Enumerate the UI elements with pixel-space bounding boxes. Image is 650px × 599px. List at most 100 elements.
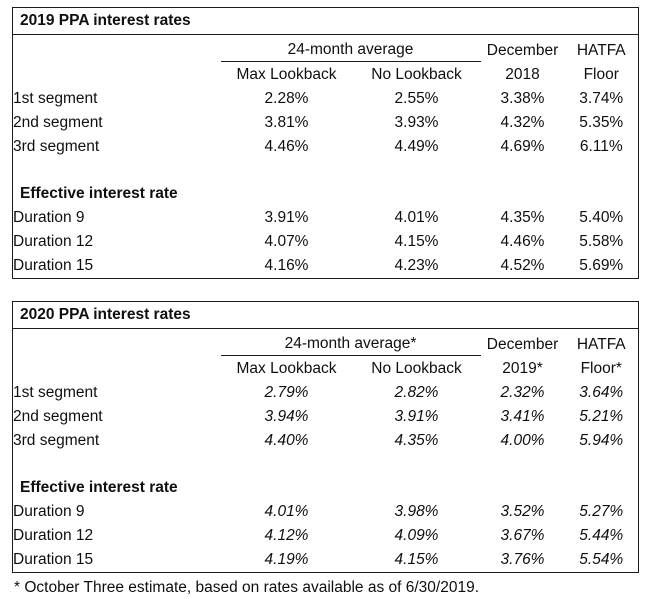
rate-value: 4.19% <box>264 551 309 568</box>
rate-value: 3.98% <box>394 503 439 520</box>
rate-value: 4.12% <box>264 527 309 544</box>
rate-value: 5.44% <box>579 527 624 544</box>
table-row: Duration 9 3.91% 4.01% 4.35% 5.40% <box>13 206 639 230</box>
table-row: Duration 15 4.19% 4.15% 3.76% 5.54% <box>13 548 639 573</box>
table-row: 3rd segment 4.40% 4.35% 4.00% 5.94% <box>13 429 639 453</box>
column-header-december: December <box>486 335 559 353</box>
rate-value: 5.94% <box>579 432 624 449</box>
rate-value: 4.01% <box>264 503 309 520</box>
rate-value: 4.35% <box>500 209 545 226</box>
empty-cell <box>13 356 221 382</box>
rate-value: 3.38% <box>500 90 545 107</box>
spacer-row <box>13 159 639 182</box>
rate-value: 5.58% <box>579 233 624 250</box>
rate-value: 5.54% <box>579 551 624 568</box>
table-title-row: 2020 PPA interest rates <box>12 301 639 329</box>
rate-value: 4.49% <box>394 138 439 155</box>
empty-cell <box>13 62 221 88</box>
empty-cell <box>13 35 221 62</box>
rate-value: 2.32% <box>500 384 545 401</box>
rate-value: 4.16% <box>264 257 309 274</box>
table-row: 1st segment 2.28% 2.55% 3.38% 3.74% <box>13 87 639 111</box>
rate-value: 5.21% <box>579 408 624 425</box>
table-row: Duration 12 4.12% 4.09% 3.67% 5.44% <box>13 524 639 548</box>
rate-value: 4.09% <box>394 527 439 544</box>
column-header-hatfa: HATFA <box>576 335 626 353</box>
section-header: Effective interest rate <box>20 185 178 202</box>
column-header-no-lookback: No Lookback <box>371 66 462 83</box>
rate-value: 4.15% <box>394 233 439 250</box>
table-row: Duration 15 4.16% 4.23% 4.52% 5.69% <box>13 254 639 279</box>
column-header-floor: Floor <box>583 65 619 83</box>
row-label: Duration 12 <box>13 527 94 544</box>
table-title: 2019 PPA interest rates <box>12 7 639 35</box>
empty-cell <box>13 329 221 356</box>
rate-value: 2.82% <box>394 384 439 401</box>
rate-value: 4.32% <box>500 114 545 131</box>
row-label: 1st segment <box>13 384 98 401</box>
rate-value: 3.91% <box>394 408 439 425</box>
rate-value: 4.46% <box>500 233 545 250</box>
table-row: 3rd segment 4.46% 4.49% 4.69% 6.11% <box>13 135 639 159</box>
rate-value: 4.46% <box>264 138 309 155</box>
rate-value: 2.28% <box>264 90 309 107</box>
column-header-year: 2018 <box>505 65 540 83</box>
group-header-row: 24-month average* December HATFA <box>13 328 639 356</box>
rate-value: 3.64% <box>579 384 624 401</box>
table-row: Duration 9 4.01% 3.98% 3.52% 5.27% <box>13 500 639 524</box>
table-row: 2nd segment 3.94% 3.91% 3.41% 5.21% <box>13 405 639 429</box>
rate-value: 3.93% <box>394 114 439 131</box>
rate-value: 4.52% <box>500 257 545 274</box>
section-header-row: Effective interest rate <box>13 476 639 500</box>
rate-value: 5.27% <box>579 503 624 520</box>
row-label: Duration 9 <box>13 503 85 520</box>
ppa-table-2020: 2020 PPA interest rates 24-month average… <box>12 301 639 573</box>
row-label: 2nd segment <box>13 114 103 131</box>
row-label: 3rd segment <box>13 432 100 449</box>
group-header-24-month: 24-month average* <box>220 328 481 356</box>
column-header-year: 2019* <box>502 359 543 377</box>
table-title-row: 2019 PPA interest rates <box>12 7 639 35</box>
row-label: Duration 15 <box>13 551 94 568</box>
section-header: Effective interest rate <box>20 479 178 496</box>
rate-value: 3.52% <box>500 503 545 520</box>
rate-value: 4.15% <box>394 551 439 568</box>
sub-header-row: Max Lookback No Lookback 2018 Floor <box>13 62 639 88</box>
table-row: Duration 12 4.07% 4.15% 4.46% 5.58% <box>13 230 639 254</box>
table-row: 1st segment 2.79% 2.82% 2.32% 3.64% <box>13 381 639 405</box>
rate-value: 3.74% <box>579 90 624 107</box>
group-header-row: 24-month average December HATFA <box>13 34 639 62</box>
rate-value: 4.69% <box>500 138 545 155</box>
row-label: 3rd segment <box>13 138 100 155</box>
column-header-max-lookback: Max Lookback <box>236 66 337 83</box>
rate-value: 6.11% <box>579 138 623 155</box>
spacer-row <box>13 453 639 476</box>
group-header-24-month: 24-month average <box>220 34 481 62</box>
rate-value: 5.35% <box>579 114 624 131</box>
rate-value: 3.76% <box>500 551 545 568</box>
row-label: 1st segment <box>13 90 98 107</box>
row-label: Duration 9 <box>13 209 85 226</box>
rate-value: 3.81% <box>264 114 309 131</box>
rate-value: 3.41% <box>500 408 545 425</box>
row-label: 2nd segment <box>13 408 103 425</box>
sub-header-row: Max Lookback No Lookback 2019* Floor* <box>13 356 639 382</box>
column-header-december: December <box>486 41 559 59</box>
rate-value: 5.69% <box>579 257 624 274</box>
ppa-table-2019: 2019 PPA interest rates 24-month average… <box>12 7 639 279</box>
rate-value: 4.40% <box>264 432 309 449</box>
rate-value: 4.07% <box>264 233 309 250</box>
table-row: 2nd segment 3.81% 3.93% 4.32% 5.35% <box>13 111 639 135</box>
rate-value: 4.00% <box>500 432 545 449</box>
rate-value: 2.55% <box>394 90 439 107</box>
rate-value: 4.01% <box>394 209 439 226</box>
column-header-hatfa: HATFA <box>576 41 626 59</box>
row-label: Duration 12 <box>13 233 94 250</box>
rate-value: 5.40% <box>579 209 624 226</box>
rate-value: 2.79% <box>264 384 309 401</box>
column-header-no-lookback: No Lookback <box>371 360 462 377</box>
rate-value: 3.91% <box>264 209 309 226</box>
rate-value: 3.67% <box>500 527 545 544</box>
column-header-floor: Floor* <box>580 359 622 377</box>
